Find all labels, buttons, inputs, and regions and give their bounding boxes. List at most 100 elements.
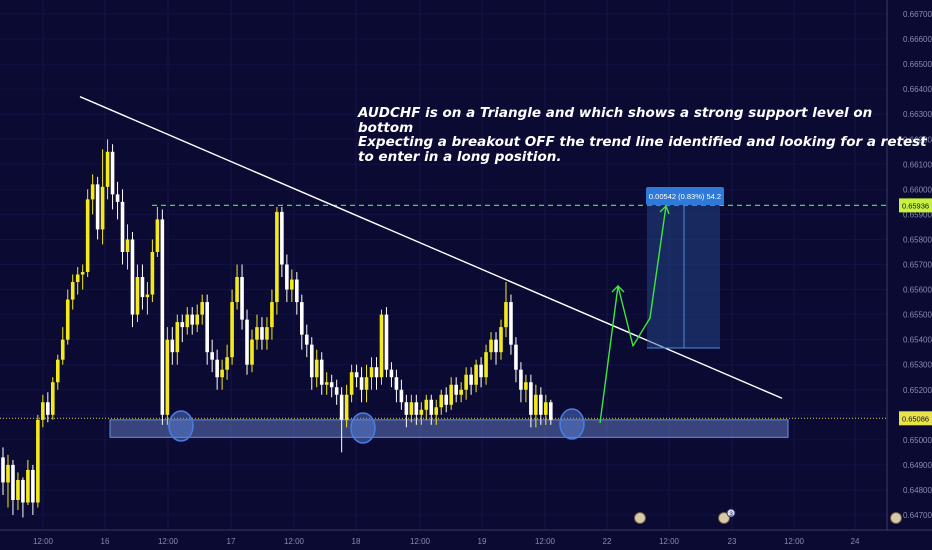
candle-body: [349, 372, 354, 395]
candle: [549, 399, 553, 425]
candle-body: [160, 219, 165, 415]
candle: [544, 394, 548, 425]
candle: [424, 394, 429, 420]
candle: [6, 454, 10, 508]
candle: [51, 377, 55, 420]
candle-body: [115, 194, 120, 202]
candle-body: [6, 464, 10, 483]
y-tick-label: 0.65300: [903, 361, 932, 370]
candle-body: [434, 407, 439, 415]
candle-body: [255, 327, 259, 340]
candle-body: [295, 279, 299, 303]
candle-body: [519, 369, 523, 390]
candle-body: [384, 314, 389, 370]
current-price-label-box: [899, 411, 932, 426]
candle-body: [145, 294, 150, 298]
candle-body: [225, 357, 229, 370]
candle: [304, 324, 309, 358]
candle: [344, 384, 349, 428]
candle-body: [379, 314, 384, 378]
candle-body: [489, 339, 493, 353]
candle-body: [494, 339, 498, 353]
y-tick-label: 0.65900: [903, 210, 932, 219]
candle: [95, 176, 100, 240]
candle: [11, 459, 15, 515]
x-tick-label: 18: [352, 537, 361, 546]
candle-body: [319, 359, 324, 385]
candle-body: [185, 314, 190, 328]
candle: [205, 294, 209, 365]
candle: [270, 289, 274, 340]
candle-body: [195, 314, 200, 325]
candle-body: [110, 151, 115, 195]
projected-path: [599, 205, 667, 424]
candle: [175, 314, 180, 365]
candle-body: [100, 186, 105, 230]
candle: [334, 379, 339, 405]
annotation-body: Expecting a breakout OFF the trend line …: [358, 134, 927, 165]
candle-body: [275, 211, 279, 303]
candle: [454, 377, 458, 403]
support-touch-marker: [168, 410, 194, 442]
x-tick-label: 23: [728, 537, 737, 546]
candle-body: [290, 279, 294, 290]
event-count-label: 3: [729, 511, 733, 518]
candle-body: [529, 382, 533, 415]
x-tick-label: 12:00: [284, 537, 305, 546]
candle: [285, 254, 289, 303]
candle: [399, 379, 404, 410]
candle-body: [409, 402, 414, 415]
candle: [230, 289, 234, 365]
x-tick-label: 12:00: [158, 537, 179, 546]
candle-body: [394, 377, 399, 390]
y-tick-label: 0.66100: [903, 160, 932, 169]
candle: [110, 144, 115, 210]
y-tick-label: 0.66200: [903, 135, 932, 144]
candle: [120, 189, 125, 265]
candle: [245, 309, 249, 375]
candle-body: [80, 272, 85, 275]
candle: [220, 359, 224, 390]
candle-body: [220, 369, 224, 378]
candles: [1, 139, 553, 518]
candle: [474, 359, 478, 393]
current-price-label: 0.65086: [902, 414, 929, 423]
candle-body: [36, 419, 40, 503]
y-tick-label: 0.65000: [903, 436, 932, 445]
x-tick-label: 17: [227, 537, 236, 546]
candle: [300, 294, 304, 350]
candle: [434, 399, 439, 425]
candle: [280, 206, 284, 278]
candle-body: [210, 352, 214, 360]
candle-body: [454, 384, 458, 395]
candle: [140, 264, 145, 310]
candle: [180, 314, 185, 343]
candle-body: [265, 327, 269, 340]
candle-body: [26, 469, 30, 503]
candle-body: [439, 394, 444, 408]
candle: [504, 282, 508, 338]
candle: [499, 319, 503, 360]
candle: [260, 317, 264, 350]
candle: [384, 307, 389, 378]
candle: [374, 357, 379, 390]
candle-body: [95, 184, 100, 230]
y-tick-label: 0.65200: [903, 386, 932, 395]
support-touch-marker: [559, 408, 585, 440]
candle-body: [499, 327, 503, 353]
candle: [309, 337, 314, 390]
event-marker-icon: [890, 512, 902, 524]
candle: [494, 332, 498, 365]
x-tick-label: 16: [101, 537, 110, 546]
candle-body: [180, 322, 185, 328]
candle: [489, 332, 493, 360]
candle: [524, 374, 528, 403]
y-tick-label: 0.66300: [903, 110, 932, 119]
y-tick-label: 0.66600: [903, 35, 932, 44]
y-tick-label: 0.66500: [903, 60, 932, 69]
candle: [165, 327, 170, 425]
candle-body: [105, 151, 110, 187]
candle-body: [150, 251, 155, 295]
